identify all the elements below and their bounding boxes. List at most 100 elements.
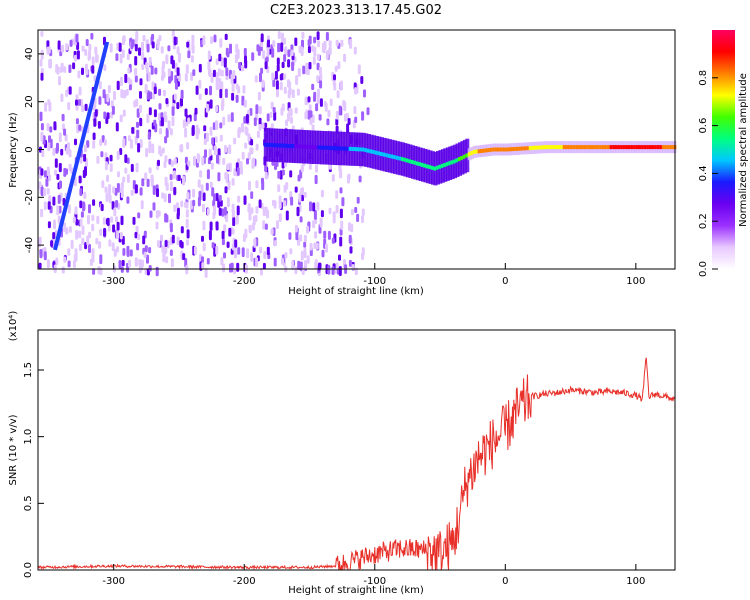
ridge-cell (436, 165, 440, 170)
heatmap-cell (186, 229, 190, 239)
heatmap-cell (173, 204, 177, 213)
heatmap-cell (168, 158, 172, 165)
heatmap-cell (244, 142, 248, 149)
heatmap-cell (182, 176, 185, 186)
heatmap-cell (284, 47, 287, 54)
ridge-cell (672, 145, 677, 150)
heatmap-cell (194, 107, 198, 115)
heatmap-cell (46, 123, 50, 132)
heatmap-cell (56, 205, 60, 216)
heatmap-cell (99, 228, 103, 236)
heatmap-cell (134, 43, 138, 52)
heatmap-cell (67, 102, 71, 111)
heatmap-cell (231, 178, 235, 186)
heatmap-cell (248, 224, 252, 233)
heatmap-cell (79, 200, 83, 209)
heatmap-cell (313, 210, 317, 220)
heatmap-cell (186, 41, 190, 48)
heatmap-cell (90, 32, 94, 40)
heatmap-cell (198, 63, 202, 73)
heatmap-cell (281, 162, 285, 169)
heatmap-cell (340, 220, 344, 231)
heatmap-cell (46, 188, 50, 195)
heatmap-cell (259, 246, 263, 254)
heatmap-cell (122, 109, 126, 117)
heatmap-cell (290, 49, 294, 57)
heatmap-cell (312, 220, 316, 229)
heatmap-cell (43, 251, 47, 261)
heatmap-cell (81, 225, 85, 236)
heatmap-cell (43, 188, 47, 197)
heatmap-cell (113, 250, 117, 257)
ridge-cell (346, 146, 351, 151)
heatmap-cell (325, 50, 329, 60)
heatmap-cell (260, 67, 264, 74)
heatmap-cell (63, 66, 67, 73)
heatmap-cell (100, 151, 104, 158)
heatmap-cell (196, 154, 200, 164)
heatmap-cell (106, 217, 110, 226)
ridge-cell (312, 145, 317, 150)
ridge-cell (382, 152, 387, 157)
heatmap-cell (269, 111, 273, 119)
heatmap-cell (354, 87, 358, 95)
heatmap-cell (180, 226, 184, 234)
heatmap-cell (218, 207, 222, 216)
heatmap-cell (138, 47, 141, 56)
heatmap-cell (222, 263, 226, 273)
heatmap-cell (253, 117, 257, 127)
heatmap-cell (209, 126, 213, 136)
heatmap-cell (241, 151, 245, 160)
heatmap-yticks: -40 -20 0 20 40 (24, 48, 44, 253)
heatmap-cell (155, 221, 159, 230)
heatmap-cell (135, 98, 139, 107)
heatmap-cell (134, 56, 138, 66)
heatmap-cell (262, 50, 266, 59)
heatmap-cell (148, 247, 152, 254)
colorbar-label: Normalized spectral amplitude (738, 73, 749, 227)
heatmap-cell (328, 40, 332, 47)
heatmap-cell (125, 88, 129, 96)
heatmap-cell (83, 191, 87, 200)
heatmap-xtick-label: 100 (626, 276, 645, 287)
heatmap-cell (331, 266, 335, 275)
heatmap-cell (170, 160, 174, 167)
heatmap-cell (247, 133, 251, 142)
heatmap-cell (46, 166, 50, 177)
heatmap-xlabel: Height of straight line (km) (288, 286, 424, 297)
heatmap-cell (141, 41, 144, 52)
heatmap-cell (215, 72, 219, 82)
snr-xtick-label: -300 (102, 576, 125, 587)
heatmap-cell (323, 101, 327, 108)
heatmap-cell (254, 75, 258, 83)
colorbar: 0.0 0.2 0.4 0.6 0.8 Normalized spectral ampl… (698, 30, 749, 277)
ridge-cell (364, 148, 369, 153)
heatmap-cell (153, 86, 157, 95)
heatmap-cell (251, 157, 255, 167)
heatmap-cell (224, 33, 228, 41)
heatmap-cell (300, 46, 304, 57)
heatmap-cell (65, 147, 69, 155)
heatmap-cell (184, 201, 188, 208)
heatmap-cell (301, 268, 305, 275)
snr-xtick-label: 100 (626, 576, 645, 587)
heatmap-cell (236, 50, 240, 60)
heatmap-cell (288, 232, 292, 240)
heatmap-cell (108, 239, 112, 247)
heatmap-cell (304, 111, 308, 120)
snr-multiplier: (x10⁴) (8, 311, 19, 342)
heatmap-cell (318, 114, 322, 121)
heatmap-cell (312, 202, 316, 212)
ridge-cell (372, 150, 377, 154)
heatmap-cell (134, 75, 138, 83)
ridge-cell (591, 145, 596, 150)
heatmap-cell (129, 139, 133, 149)
ridge-cell (492, 147, 497, 152)
heatmap-cell (120, 266, 124, 273)
heatmap-cell (120, 215, 124, 226)
ridge-cell (263, 142, 268, 147)
heatmap-cell (225, 67, 229, 77)
heatmap-cell (103, 139, 107, 146)
heatmap-cell (145, 62, 149, 69)
